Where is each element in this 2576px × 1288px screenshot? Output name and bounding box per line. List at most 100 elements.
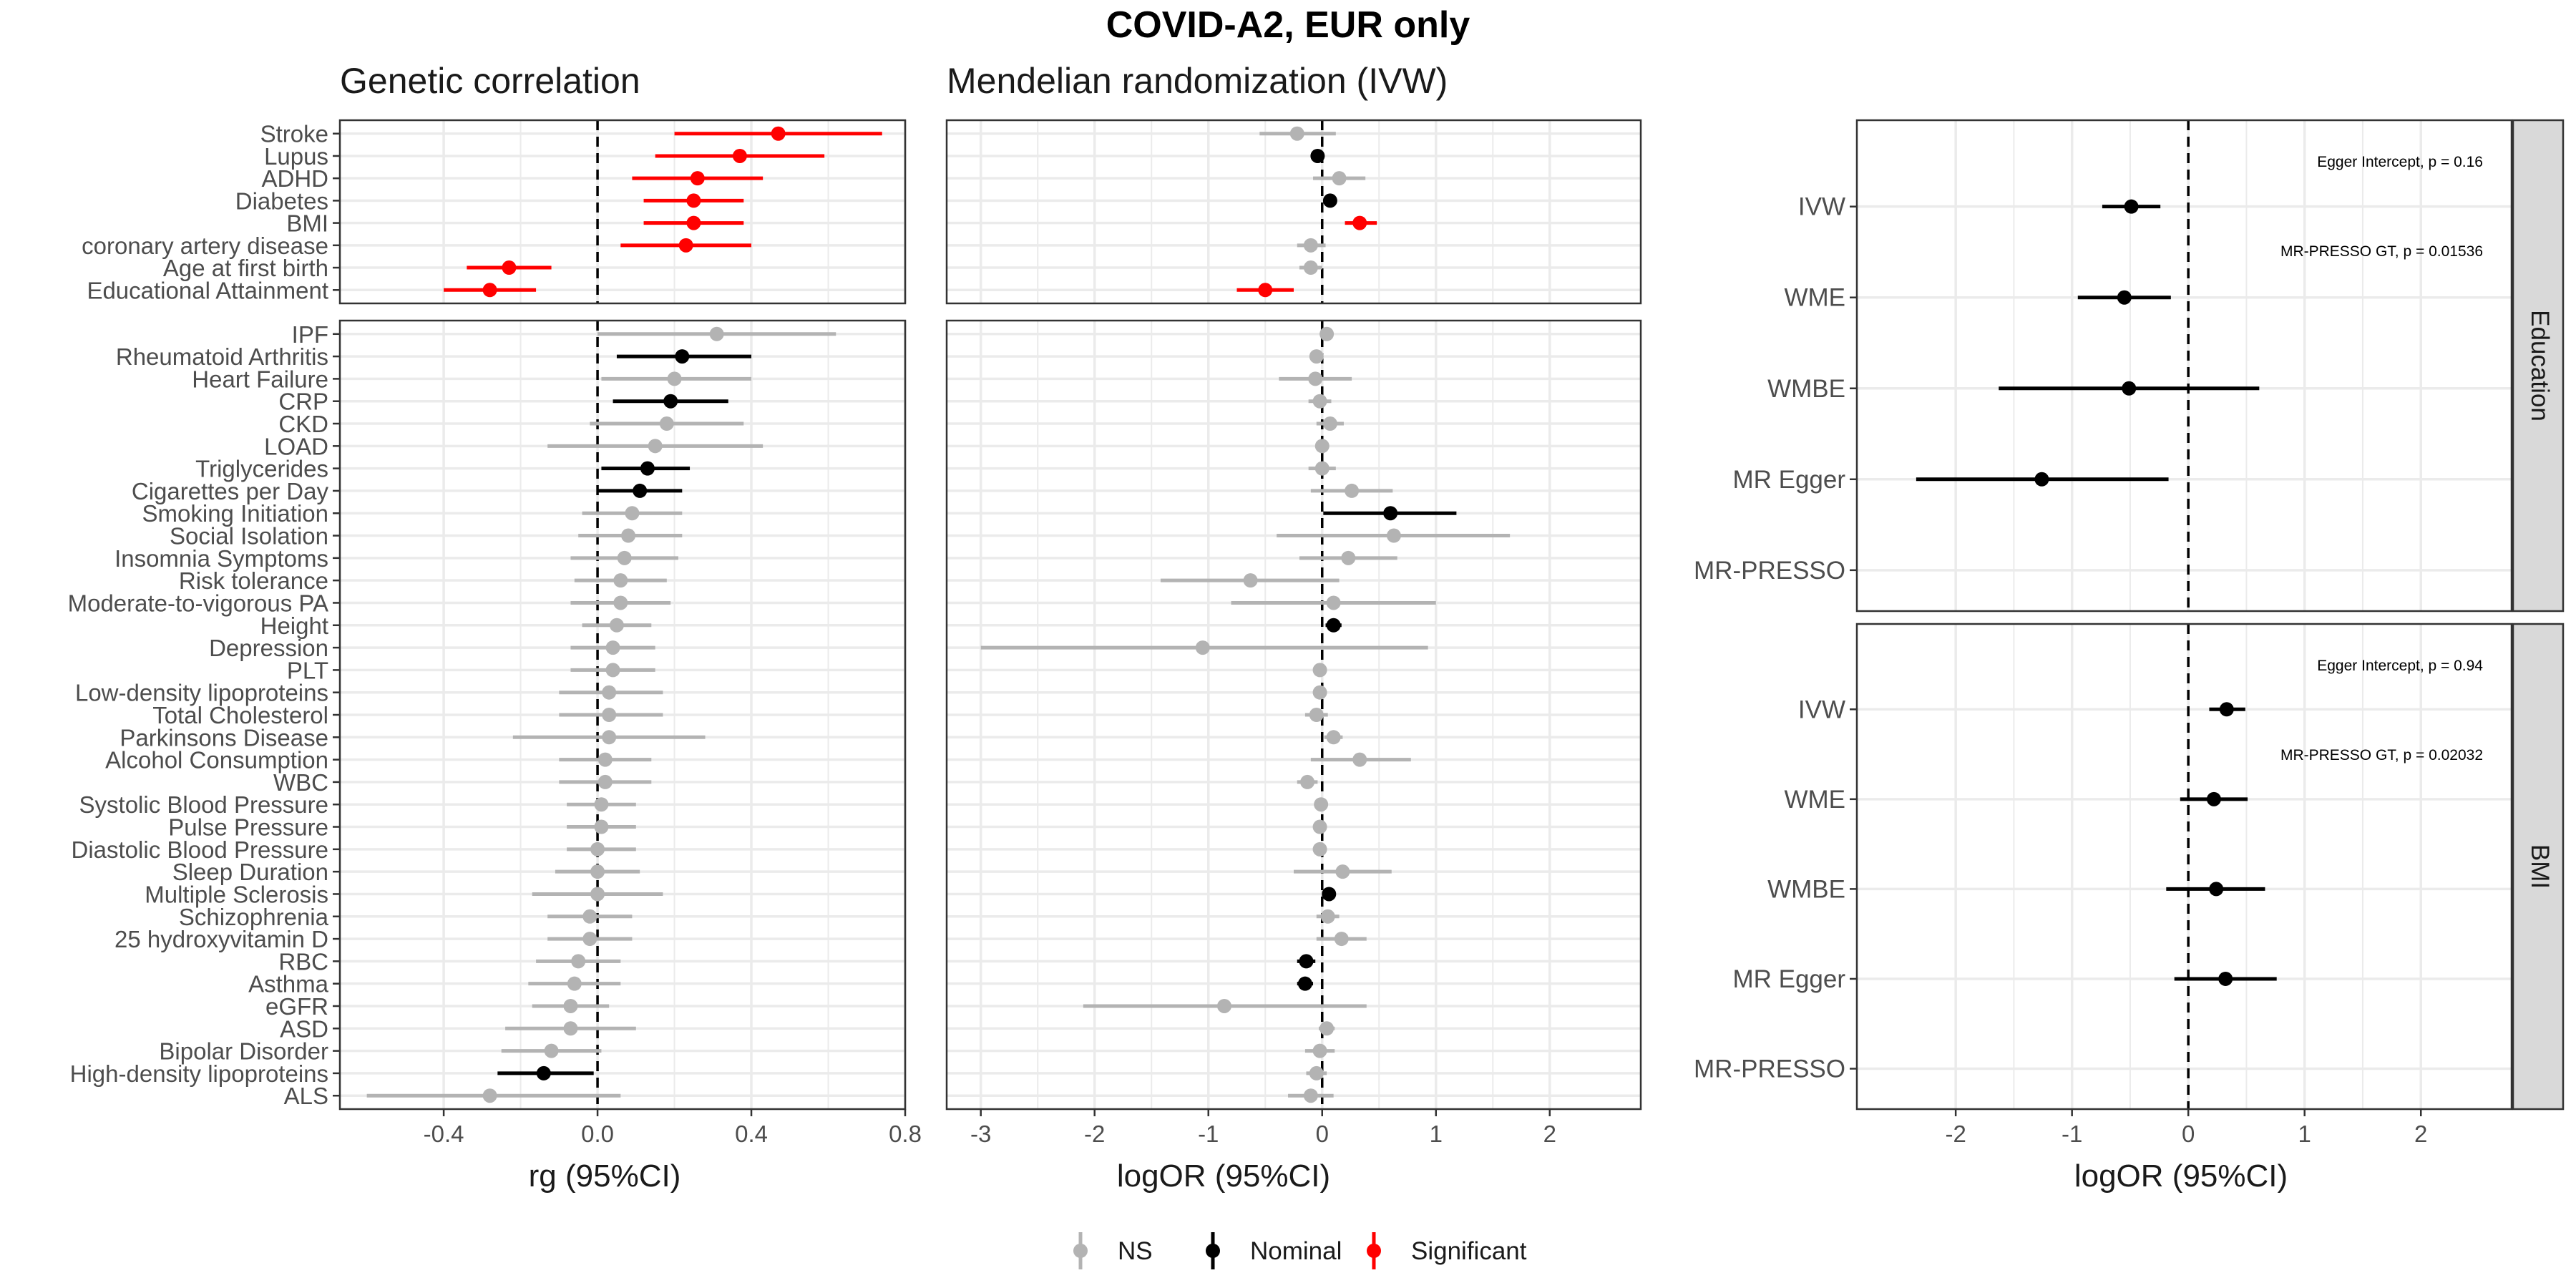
rg-other-panel (338, 319, 907, 1111)
point-estimate (1314, 461, 1330, 476)
panel-background (1857, 624, 2512, 1109)
point-estimate (1319, 326, 1335, 341)
x-tick-label: -0.4 (424, 1121, 464, 1147)
trait-label: 25 hydroxyvitamin D (114, 926, 328, 952)
point-estimate (1312, 819, 1327, 834)
panel2-xlabel: logOR (95%CI) (1117, 1158, 1330, 1194)
point-estimate (1312, 1043, 1327, 1058)
point-estimate (1195, 640, 1210, 655)
point-estimate (571, 954, 586, 969)
point-estimate (1303, 238, 1318, 253)
trait-label: Heart Failure (192, 366, 328, 392)
presso-annotation: MR-PRESSO GT, p = 0.02032 (2280, 747, 2483, 763)
point-estimate (2219, 702, 2234, 717)
trait-label: CKD (278, 411, 328, 437)
x-tick-label: -3 (970, 1121, 991, 1147)
point-estimate (1322, 887, 1337, 902)
point-estimate (582, 932, 597, 947)
point-estimate (1299, 954, 1314, 969)
point-estimate (1386, 528, 1401, 543)
panel-border (945, 319, 1642, 1111)
x-tick-label: -1 (2062, 1121, 2082, 1147)
method-label: WME (1784, 786, 1845, 814)
point-estimate (582, 909, 597, 924)
trait-label: eGFR (265, 993, 328, 1020)
point-estimate (1334, 932, 1349, 947)
x-tick-label: 0 (1316, 1121, 1329, 1147)
trait-label: Depression (209, 635, 328, 661)
point-estimate (667, 371, 682, 386)
trait-label: Total Cholesterol (152, 702, 328, 728)
trait-label: RBC (278, 948, 328, 975)
point-estimate (648, 439, 663, 454)
trait-label: IPF (292, 321, 328, 348)
point-estimate (2206, 791, 2221, 806)
point-estimate (536, 1065, 551, 1080)
point-estimate (590, 864, 605, 879)
point-estimate (2122, 381, 2137, 396)
point-estimate (709, 326, 724, 341)
point-estimate (590, 841, 605, 857)
trait-label: Lupus (264, 143, 328, 170)
point-estimate (1332, 171, 1347, 186)
point-estimate (732, 148, 747, 163)
method-label: MR Egger (1732, 466, 1845, 494)
panel1-xlabel: rg (95%CI) (529, 1158, 681, 1194)
egger-intercept-annotation: Egger Intercept, p = 0.16 (2317, 154, 2483, 170)
trait-label: Alcohol Consumption (105, 747, 328, 774)
point-estimate (1297, 976, 1312, 991)
point-estimate (602, 708, 617, 722)
point-estimate (1352, 752, 1367, 767)
point-estimate (1217, 998, 1231, 1013)
panel-border (338, 119, 907, 305)
method-label: IVW (1798, 696, 1845, 723)
trait-label: Schizophrenia (179, 904, 329, 930)
point-estimate (1309, 1065, 1324, 1080)
point-estimate (771, 126, 786, 141)
point-estimate (2209, 882, 2224, 897)
trait-label: Risk tolerance (179, 567, 328, 594)
point-estimate (563, 1021, 578, 1036)
point-estimate (1312, 663, 1327, 678)
panel2-title: Mendelian randomization (IVW) (947, 61, 1448, 101)
point-estimate (609, 618, 624, 633)
point-estimate (597, 774, 613, 789)
x-tick-label: 1 (2298, 1121, 2311, 1147)
point-estimate (482, 1088, 497, 1103)
x-tick-label: 2 (2414, 1121, 2427, 1147)
trait-label: Parkinsons Disease (119, 724, 328, 751)
point-estimate (597, 752, 613, 767)
trait-label: Insomnia Symptoms (114, 545, 328, 572)
point-estimate (663, 394, 678, 409)
trait-label: High-density lipoproteins (70, 1060, 328, 1087)
trait-label: Low-density lipoproteins (75, 680, 328, 706)
point-estimate (2117, 290, 2132, 305)
point-estimate (1309, 708, 1324, 722)
x-tick-label: 0.4 (735, 1121, 768, 1147)
x-tick-label: -2 (1945, 1121, 1966, 1147)
point-estimate (1314, 797, 1329, 812)
point-estimate (678, 238, 693, 253)
method-label: MR Egger (1732, 965, 1845, 993)
point-estimate (1258, 283, 1273, 298)
point-estimate (502, 260, 517, 275)
mr-significant-panel (945, 119, 1642, 305)
x-tick-label: -1 (1198, 1121, 1219, 1147)
trait-label: CRP (278, 389, 328, 415)
method-label: WMBE (1767, 875, 1845, 903)
point-estimate (1312, 685, 1327, 700)
point-estimate (1319, 1021, 1335, 1036)
trait-label: ASD (280, 1015, 328, 1042)
point-estimate (633, 483, 648, 498)
legend-key-point (1367, 1244, 1381, 1258)
point-estimate (590, 887, 605, 902)
legend-key-point (1206, 1244, 1220, 1258)
point-estimate (2218, 971, 2233, 986)
point-estimate (1309, 349, 1324, 364)
point-estimate (1310, 148, 1325, 163)
method-label: WME (1784, 284, 1845, 312)
point-estimate (1312, 394, 1327, 409)
sensitivity-bmi-panel: Egger Intercept, p = 0.94 MR-PRESSO GT, p… (1855, 623, 2565, 1111)
point-estimate (690, 171, 705, 186)
